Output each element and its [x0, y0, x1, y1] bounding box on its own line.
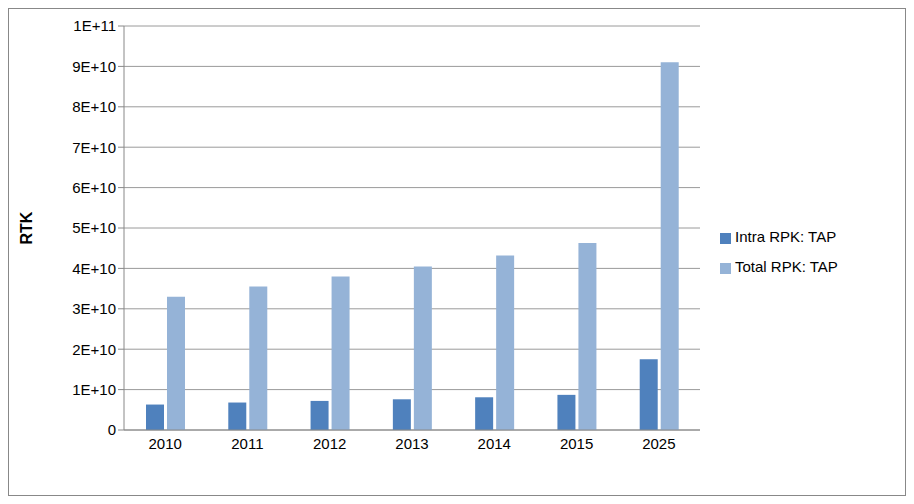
svg-text:2011: 2011 [231, 435, 263, 452]
svg-text:1E+11: 1E+11 [73, 17, 116, 34]
svg-text:2010: 2010 [148, 435, 181, 452]
svg-text:9E+10: 9E+10 [72, 58, 116, 75]
svg-text:2025: 2025 [642, 435, 675, 452]
html-text:Total RPK: TAP: Total RPK: TAP [735, 258, 838, 275]
svg-text:RTK: RTK [18, 211, 35, 244]
svg-text:6E+10: 6E+10 [72, 179, 116, 196]
svg-text:1E+10: 1E+10 [72, 381, 116, 398]
svg-text:2E+10: 2E+10 [72, 341, 116, 358]
svg-text:2014: 2014 [478, 435, 511, 452]
svg-text:7E+10: 7E+10 [72, 139, 116, 156]
svg-text:3E+10: 3E+10 [72, 300, 116, 317]
svg-text:5E+10: 5E+10 [72, 219, 116, 236]
svg-text:2015: 2015 [560, 435, 593, 452]
svg-text:8E+10: 8E+10 [72, 98, 116, 115]
svg-text:4E+10: 4E+10 [72, 260, 116, 277]
svg-text:2012: 2012 [313, 435, 346, 452]
svg-text:0: 0 [108, 421, 116, 438]
svg-text:2013: 2013 [395, 435, 428, 452]
html-text:Intra RPK: TAP: Intra RPK: TAP [735, 228, 837, 245]
